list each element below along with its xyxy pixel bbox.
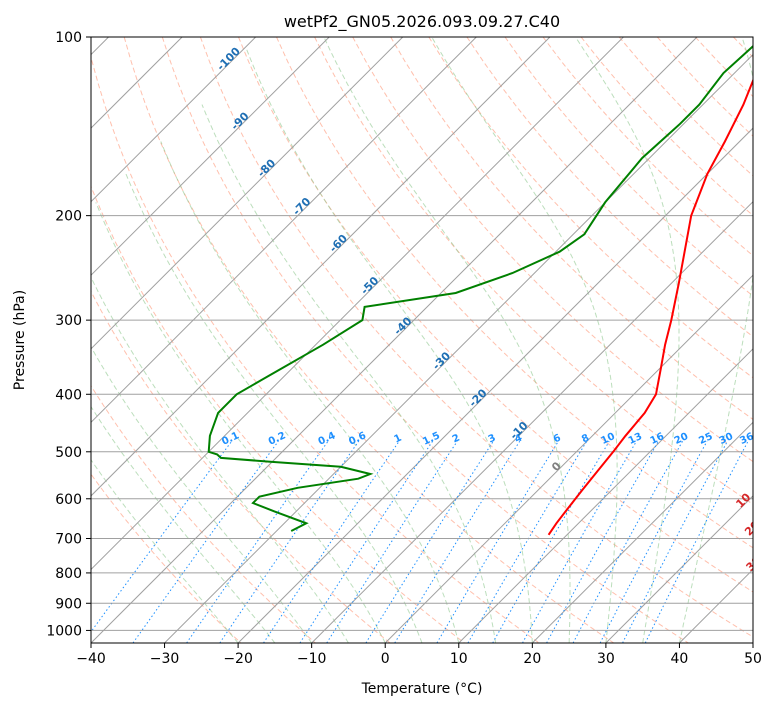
x-tick-label: 50	[744, 651, 762, 667]
x-tick-label: 0	[381, 651, 390, 667]
x-tick-label: 10	[450, 651, 468, 667]
x-tick-label: 30	[597, 651, 615, 667]
y-tick-label: 800	[55, 566, 82, 582]
x-tick-label: −40	[76, 651, 106, 667]
y-axis-label: Pressure (hPa)	[12, 290, 28, 390]
x-tick-label: 20	[523, 651, 541, 667]
x-tick-label: 40	[671, 651, 689, 667]
y-tick-label: 600	[55, 492, 82, 508]
y-tick-label: 200	[55, 209, 82, 225]
x-tick-label: −10	[297, 651, 327, 667]
x-tick-label: −20	[223, 651, 253, 667]
x-axis-label: Temperature (°C)	[361, 681, 483, 697]
y-tick-label: 700	[55, 532, 82, 548]
x-tick-label: −30	[150, 651, 180, 667]
y-tick-label: 500	[55, 445, 82, 461]
chart-title: wetPf2_GN05.2026.093.09.27.C40	[284, 12, 560, 32]
y-tick-label: 300	[55, 313, 82, 329]
y-tick-label: 100	[55, 30, 82, 46]
y-tick-label: 1000	[46, 623, 82, 639]
y-tick-label: 900	[55, 596, 82, 612]
y-tick-label: 400	[55, 387, 82, 403]
